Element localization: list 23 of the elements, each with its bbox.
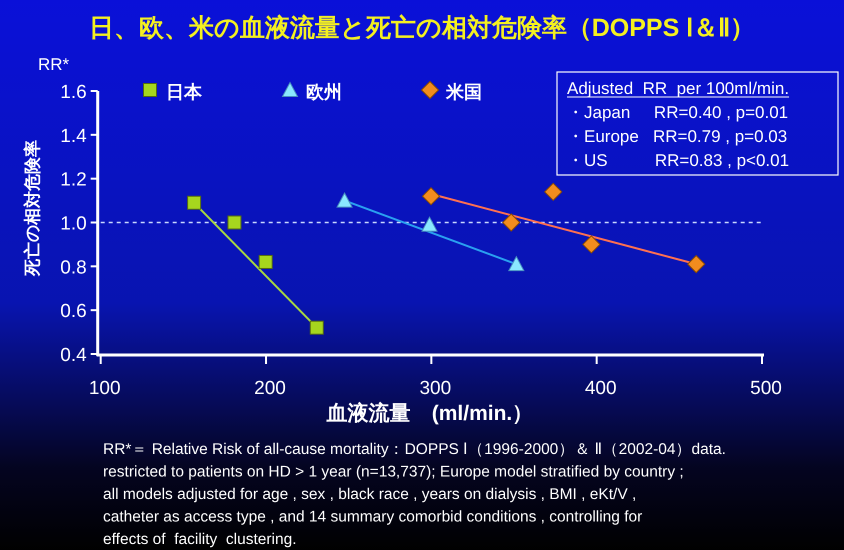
annotation: ・Europe RR=0.79 , p=0.03	[567, 127, 788, 146]
y-axis-title: 死亡の相対危険率	[23, 140, 42, 277]
y-tick-label: 1.2	[60, 170, 87, 191]
legend-label: 米国	[445, 82, 482, 102]
annotation: ・US RR=0.83 , p<0.01	[567, 151, 790, 170]
y-tick-label: 0.8	[60, 257, 87, 278]
y-tick-label: 0.4	[60, 345, 88, 366]
x-tick-label: 500	[750, 378, 782, 399]
legend-label: 日本	[166, 82, 203, 102]
y-tick-label: 1.0	[60, 214, 87, 234]
text: RR*	[38, 55, 70, 74]
legend-label: 欧州	[306, 82, 342, 102]
x-tick-label: 200	[254, 378, 286, 399]
y-tick-label: 0.6	[60, 301, 87, 322]
x-tick-label: 400	[584, 378, 617, 399]
x-axis-title: 血液流量 (ml/min.）	[326, 401, 534, 425]
annotation: Adjusted RR per 100ml/min.	[567, 79, 790, 98]
y-tick-label: 1.4	[60, 126, 88, 147]
x-tick-label: 300	[420, 378, 452, 399]
y-tick-label: 1.6	[60, 82, 87, 103]
x-tick-label: 100	[88, 378, 121, 399]
chart-title: 日、欧、米の血液流量と死亡の相対危険率（DOPPS Ⅰ＆Ⅱ）	[88, 14, 756, 42]
annotation: ・Japan RR=0.40 , p=0.01	[567, 103, 788, 122]
